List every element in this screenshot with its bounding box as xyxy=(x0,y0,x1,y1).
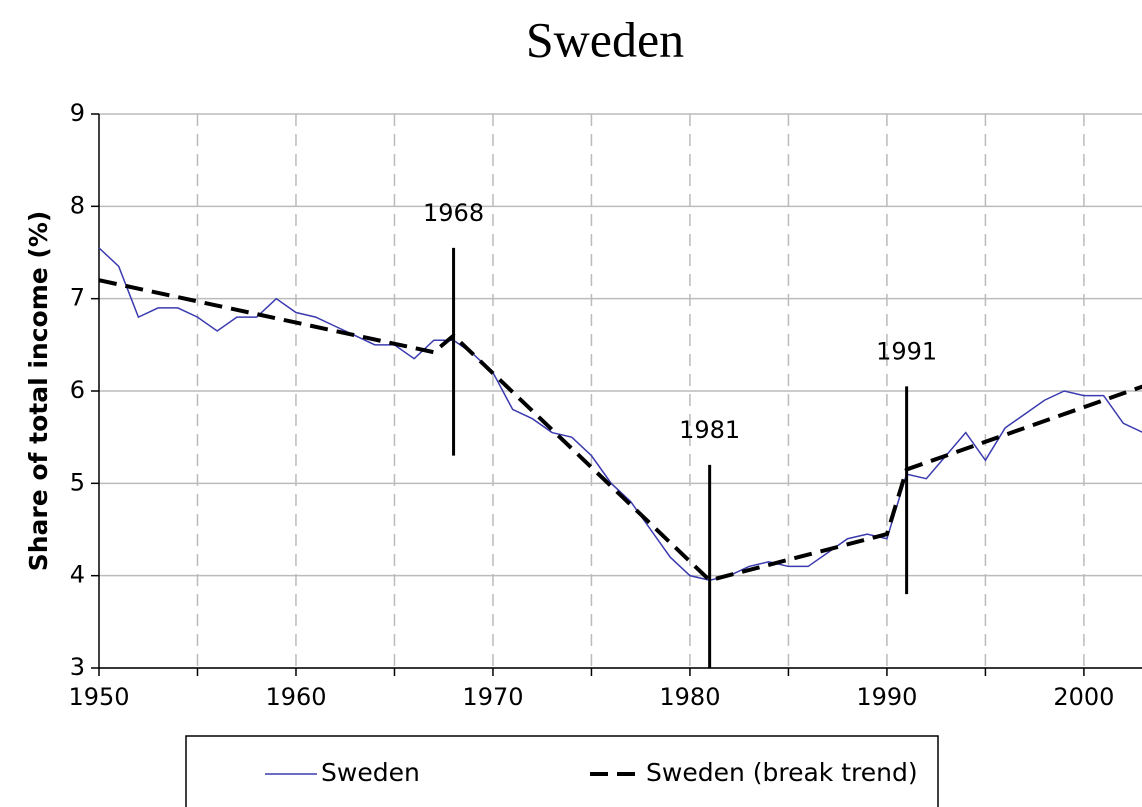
x-tick-label: 1970 xyxy=(462,683,523,711)
annotation-label: 1981 xyxy=(679,416,740,444)
legend-box xyxy=(185,735,939,807)
annotation-label: 1968 xyxy=(423,199,484,227)
y-tick-label: 6 xyxy=(70,376,85,404)
y-tick-label: 9 xyxy=(70,99,85,127)
y-axis-label: Share of total income (%) xyxy=(24,211,53,572)
legend-label: Sweden (break trend) xyxy=(646,758,918,787)
annotation-label: 1991 xyxy=(876,337,937,365)
x-tick-label: 2000 xyxy=(1053,683,1114,711)
y-tick-label: 5 xyxy=(70,468,85,496)
y-tick-label: 7 xyxy=(70,284,85,312)
y-tick-label: 4 xyxy=(70,561,85,589)
x-tick-label: 1960 xyxy=(265,683,326,711)
y-tick-label: 8 xyxy=(70,191,85,219)
y-tick-label: 3 xyxy=(70,653,85,681)
x-tick-label: 1990 xyxy=(856,683,917,711)
data-line xyxy=(98,247,1142,582)
x-tick-label: 1950 xyxy=(68,683,129,711)
legend-label: Sweden xyxy=(321,758,420,787)
x-tick-label: 1980 xyxy=(659,683,720,711)
chart-title: Sweden xyxy=(526,11,684,67)
